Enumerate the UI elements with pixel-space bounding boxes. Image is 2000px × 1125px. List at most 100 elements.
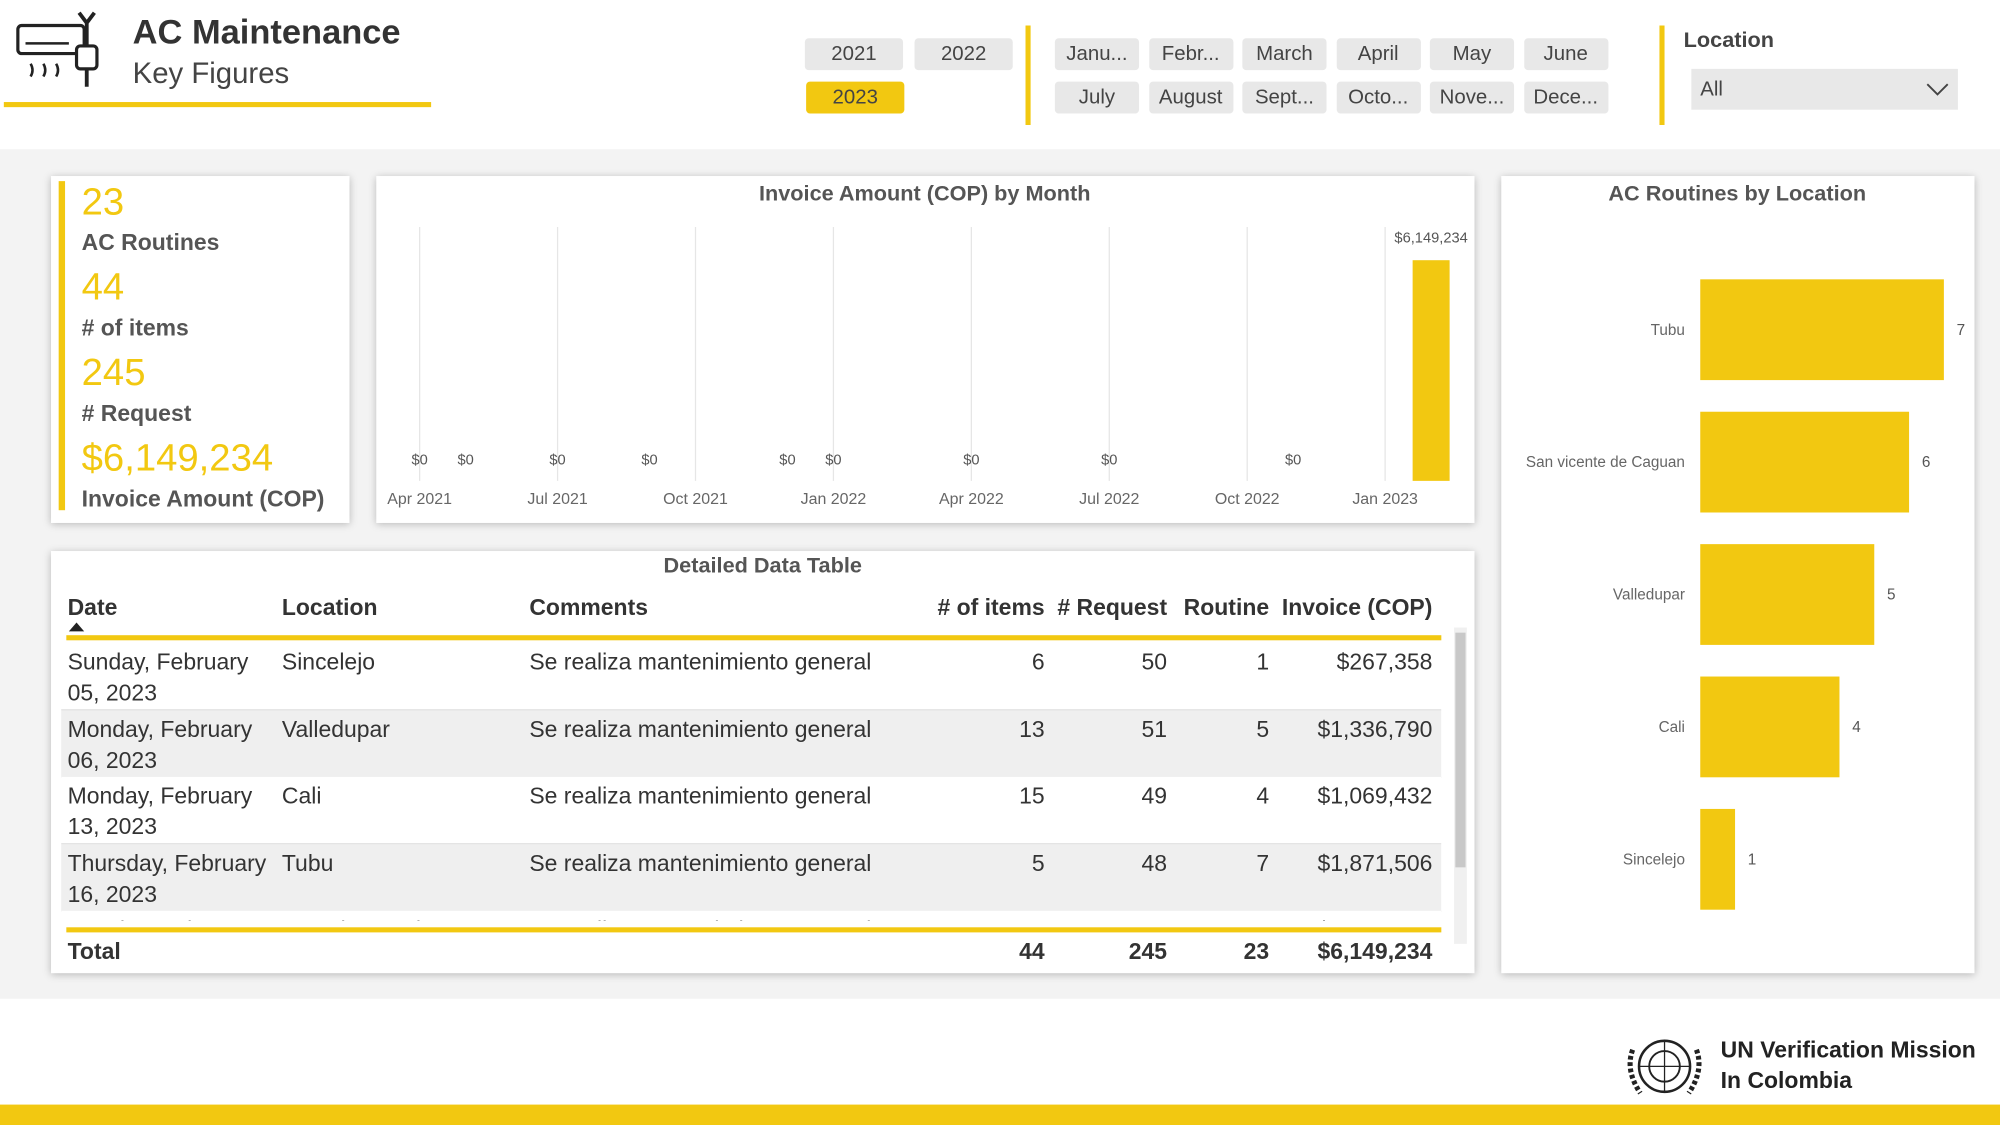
data-label: $0	[1285, 452, 1301, 468]
table-cell: Monday, February 13, 2023	[67, 783, 253, 840]
column-header: Date	[67, 594, 118, 620]
header-rule	[66, 635, 1442, 641]
x-tick-label: Apr 2021	[387, 491, 452, 508]
invoice-chart: Invoice Amount (COP) by Month Apr 2021 Ju…	[387, 180, 1468, 508]
sort-arrow	[68, 622, 85, 632]
data-label: $6,149,234	[1394, 230, 1467, 246]
subtitle: Key Figures	[132, 56, 290, 90]
table-row	[61, 844, 1442, 912]
table-cell: Se realiza mantenimiento general	[529, 649, 872, 675]
table-cell: $1,871,506	[1317, 850, 1433, 877]
footer-bar	[0, 1104, 2000, 1125]
table-row	[61, 709, 1442, 778]
table-card: Detailed Data Table Date Location Comments…	[51, 551, 1475, 974]
year-button[interactable]: 2022	[914, 38, 1013, 71]
table-cell: $1,604,148	[1267, 915, 1432, 921]
table-cell: 5	[1031, 850, 1045, 877]
data-label: $0	[825, 452, 841, 468]
scroll-thumb[interactable]	[1455, 632, 1466, 868]
year-button[interactable]: 2023	[806, 81, 905, 114]
month-button[interactable]: Nove...	[1429, 81, 1515, 114]
title-underline	[3, 102, 432, 108]
location-dropdown[interactable]: All	[1691, 68, 1958, 110]
y-tick-label: Valledupar	[1613, 587, 1685, 604]
total-label: Total	[67, 938, 121, 965]
month-button[interactable]: Febr...	[1148, 38, 1233, 71]
bar	[1700, 808, 1736, 910]
table-cell: Se realiza mantenimiento general	[529, 915, 912, 921]
column-header: Location	[281, 594, 378, 620]
x-tick-label: Oct 2021	[663, 491, 728, 508]
bar	[1412, 260, 1450, 481]
x-tick-label: Apr 2022	[939, 491, 1004, 508]
kpi-value: 23	[81, 181, 125, 224]
column-header: Invoice (COP)	[1281, 594, 1433, 620]
table-cell: Monday, February 20, 2023	[68, 915, 278, 921]
month-button[interactable]: Octo...	[1336, 81, 1421, 114]
ac-icon	[16, 11, 99, 87]
table-cell: Se realiza mantenimiento general	[529, 783, 872, 809]
x-tick-label: Oct 2022	[1215, 491, 1280, 508]
month-button[interactable]: July	[1054, 81, 1140, 114]
table-cell: 51	[1141, 716, 1168, 742]
location-label: Location	[1683, 28, 1775, 53]
month-button[interactable]: Sept...	[1242, 81, 1327, 114]
footer-line: UN Verification Mission	[1720, 1036, 1976, 1063]
month-button[interactable]: April	[1336, 38, 1421, 71]
kpi-label: # of items	[81, 315, 189, 341]
year-button[interactable]: 2021	[804, 38, 904, 71]
y-tick-label: Tubu	[1651, 322, 1685, 339]
table-cell: 5	[879, 915, 1045, 921]
scrollbar[interactable]	[1454, 627, 1467, 944]
table-cell: 6	[1031, 649, 1045, 675]
month-button[interactable]: August	[1148, 81, 1233, 114]
kpi-label: # Request	[81, 400, 192, 427]
month-button[interactable]: March	[1242, 38, 1327, 71]
month-button[interactable]: May	[1429, 38, 1515, 71]
location-card: AC Routines by Location Tubu 7 San vicente…	[1501, 176, 1975, 974]
table-cell: Cali	[281, 783, 322, 809]
kpi-value: 245	[81, 352, 146, 395]
chart-title: Invoice Amount (COP) by Month	[759, 180, 1090, 205]
kpi-card: 23 AC Routines 44 # of items 245 # Request $6,…	[51, 176, 350, 523]
chevron	[1926, 83, 1949, 96]
data-label: $0	[779, 452, 795, 468]
table-cell: 47	[1001, 915, 1168, 921]
chart-title: AC Routines by Location	[1608, 180, 1866, 205]
kpi-value: 44	[81, 266, 125, 309]
data-label: $0	[963, 452, 979, 468]
table-cell: 15	[1019, 783, 1045, 809]
table-cell: $1,336,790	[1317, 716, 1433, 742]
footer-line: In Colombia	[1720, 1067, 1853, 1094]
divider	[1025, 25, 1031, 125]
column-header: # Request	[1057, 594, 1168, 620]
bar	[1700, 676, 1840, 778]
total-cell: 245	[1128, 938, 1168, 965]
table-cell: 1	[1256, 649, 1270, 675]
kpi-label: AC Routines	[81, 229, 220, 256]
month-button[interactable]: June	[1523, 38, 1608, 71]
data-label: $0	[457, 452, 473, 468]
x-tick-label: Jul 2021	[527, 491, 587, 508]
table-cell: $1,069,432	[1317, 783, 1433, 809]
table-cell: Thursday, February 16, 2023	[67, 850, 267, 907]
table-cell: Se realiza mantenimiento general	[529, 850, 872, 877]
table-cell: $267,358	[1336, 649, 1433, 675]
table-row	[61, 642, 1442, 711]
data-label: 1	[1748, 851, 1757, 868]
invoice-card: Invoice Amount (COP) by Month Apr 2021 Ju…	[376, 176, 1475, 523]
x-tick-label: Jan 2023	[1352, 491, 1418, 508]
data-label: $0	[549, 452, 565, 468]
data-label: $0	[1101, 452, 1117, 468]
dropdown-value: All	[1700, 79, 1723, 101]
table-cell: San vicente de Caguan	[282, 915, 524, 921]
month-button[interactable]: Janu...	[1054, 38, 1140, 71]
table-row	[61, 777, 1442, 845]
month-button[interactable]: Dece...	[1523, 81, 1608, 114]
column-header: # of items	[937, 594, 1045, 620]
data-label: 6	[1922, 454, 1931, 471]
bar	[1700, 279, 1944, 381]
table-cell: Valledupar	[281, 716, 390, 742]
y-tick-label: Sincelejo	[1623, 851, 1685, 868]
